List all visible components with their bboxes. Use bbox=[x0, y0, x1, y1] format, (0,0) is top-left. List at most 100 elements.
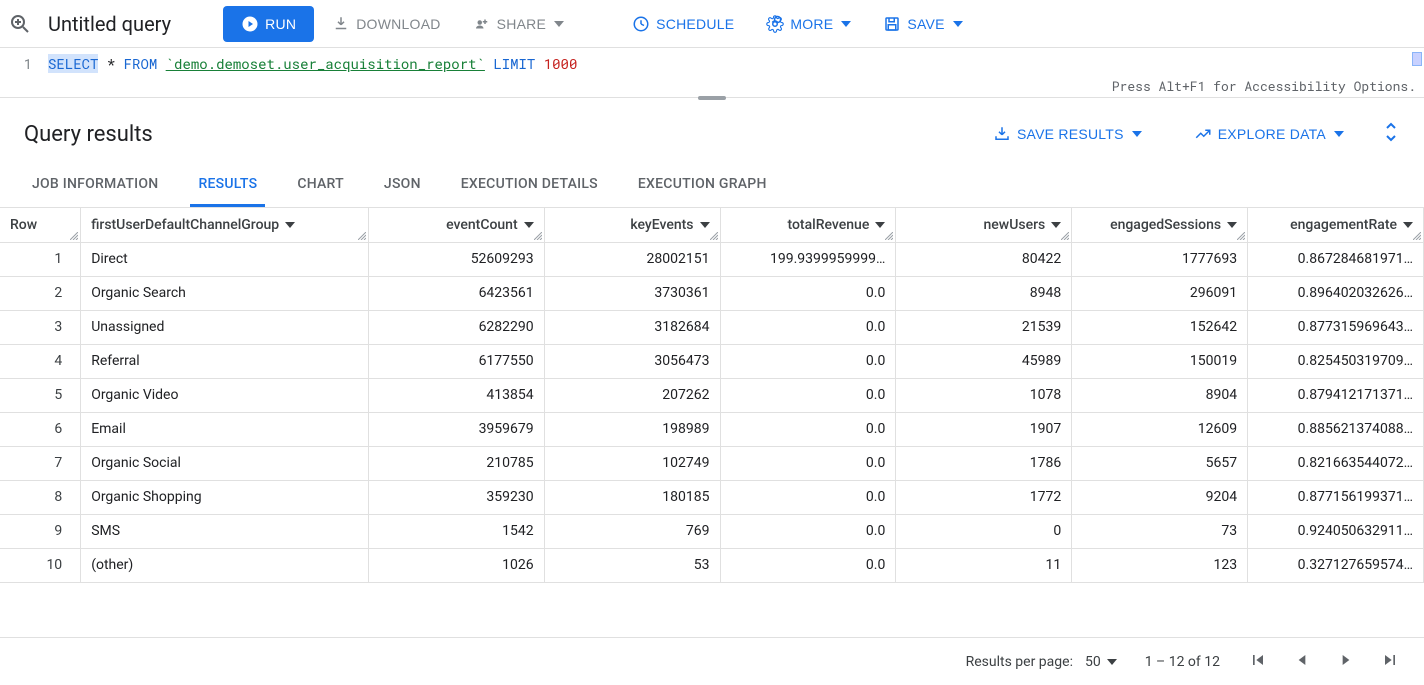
cell-totalrevenue: 0.0 bbox=[720, 344, 896, 378]
cell-keyevents: 3730361 bbox=[544, 276, 720, 310]
col-header-keyevents[interactable]: keyEvents bbox=[544, 208, 720, 242]
sort-icon[interactable] bbox=[285, 222, 295, 228]
table-row[interactable]: 9SMS15427690.00730.924050632911… bbox=[0, 514, 1424, 548]
page-size-select[interactable]: 50 bbox=[1085, 654, 1117, 670]
col-header-totalrevenue[interactable]: totalRevenue bbox=[720, 208, 896, 242]
cell-newusers: 1786 bbox=[896, 446, 1072, 480]
sql-code[interactable]: SELECT * FROM `demo.demoset.user_acquisi… bbox=[48, 54, 1424, 73]
col-header-channel[interactable]: firstUserDefaultChannelGroup bbox=[81, 208, 369, 242]
col-header-engagementrate[interactable]: engagementRate bbox=[1248, 208, 1424, 242]
tab-execution-graph[interactable]: EXECUTION GRAPH bbox=[630, 164, 775, 207]
chevron-down-icon bbox=[554, 21, 564, 27]
resize-handle-icon[interactable] bbox=[885, 232, 893, 240]
cell-engagedsessions: 5657 bbox=[1072, 446, 1248, 480]
more-button[interactable]: MORE bbox=[752, 6, 865, 42]
table-row[interactable]: 7Organic Social2107851027490.0178656570.… bbox=[0, 446, 1424, 480]
chevron-down-icon bbox=[1132, 131, 1142, 137]
cell-totalrevenue: 0.0 bbox=[720, 310, 896, 344]
resize-handle-icon[interactable] bbox=[1413, 232, 1421, 240]
resize-handle-icon[interactable] bbox=[1237, 232, 1245, 240]
cell-rownum: 3 bbox=[0, 310, 81, 344]
cell-eventcount: 6282290 bbox=[368, 310, 544, 344]
col-header-newusers[interactable]: newUsers bbox=[896, 208, 1072, 242]
table-row[interactable]: 5Organic Video4138542072620.0107889040.8… bbox=[0, 378, 1424, 412]
table-row[interactable]: 6Email39596791989890.01907126090.8856213… bbox=[0, 412, 1424, 446]
cell-channel: SMS bbox=[81, 514, 369, 548]
download-button-label: DOWNLOAD bbox=[356, 16, 440, 32]
cell-keyevents: 3182684 bbox=[544, 310, 720, 344]
first-page-button[interactable] bbox=[1248, 650, 1268, 674]
cell-keyevents: 198989 bbox=[544, 412, 720, 446]
cell-rownum: 5 bbox=[0, 378, 81, 412]
cell-engagementrate: 0.877315969643… bbox=[1248, 310, 1424, 344]
prev-page-button[interactable] bbox=[1292, 650, 1312, 674]
cell-newusers: 21539 bbox=[896, 310, 1072, 344]
table-row[interactable]: 2Organic Search642356137303610.089482960… bbox=[0, 276, 1424, 310]
next-page-button[interactable] bbox=[1336, 650, 1356, 674]
cell-totalrevenue: 0.0 bbox=[720, 378, 896, 412]
chevron-down-icon bbox=[953, 21, 963, 27]
line-number: 1 bbox=[0, 54, 48, 73]
table-row[interactable]: 1Direct5260929328002151199.9399959999…80… bbox=[0, 242, 1424, 276]
save-button[interactable]: SAVE bbox=[869, 6, 976, 42]
cell-totalrevenue: 199.9399959999… bbox=[720, 242, 896, 276]
results-grid[interactable]: Row firstUserDefaultChannelGroup eventCo… bbox=[0, 208, 1424, 596]
tab-chart[interactable]: CHART bbox=[289, 164, 352, 207]
cell-engagedsessions: 296091 bbox=[1072, 276, 1248, 310]
sort-icon[interactable] bbox=[875, 222, 885, 228]
tab-job-information[interactable]: JOB INFORMATION bbox=[24, 164, 166, 207]
explore-data-button[interactable]: EXPLORE DATA bbox=[1180, 116, 1358, 152]
resize-handle-icon[interactable] bbox=[534, 232, 542, 240]
expand-collapse-icon[interactable] bbox=[1382, 121, 1400, 147]
cell-keyevents: 769 bbox=[544, 514, 720, 548]
cell-engagedsessions: 152642 bbox=[1072, 310, 1248, 344]
cell-totalrevenue: 0.0 bbox=[720, 446, 896, 480]
sort-icon[interactable] bbox=[1403, 222, 1413, 228]
cell-eventcount: 1542 bbox=[368, 514, 544, 548]
cell-engagementrate: 0.896402032626… bbox=[1248, 276, 1424, 310]
share-button[interactable]: SHARE bbox=[459, 6, 578, 42]
cell-totalrevenue: 0.0 bbox=[720, 480, 896, 514]
explore-data-label: EXPLORE DATA bbox=[1218, 126, 1326, 142]
resize-handle-icon[interactable] bbox=[70, 232, 78, 240]
cell-newusers: 1772 bbox=[896, 480, 1072, 514]
sort-icon[interactable] bbox=[524, 222, 534, 228]
cell-keyevents: 207262 bbox=[544, 378, 720, 412]
cell-channel: Organic Search bbox=[81, 276, 369, 310]
sort-icon[interactable] bbox=[1051, 222, 1061, 228]
query-insight-icon[interactable] bbox=[8, 12, 32, 36]
save-results-button[interactable]: SAVE RESULTS bbox=[979, 116, 1156, 152]
cell-totalrevenue: 0.0 bbox=[720, 276, 896, 310]
cell-engagedsessions: 1777693 bbox=[1072, 242, 1248, 276]
tab-execution-details[interactable]: EXECUTION DETAILS bbox=[453, 164, 606, 207]
sort-icon[interactable] bbox=[1227, 222, 1237, 228]
cell-eventcount: 6177550 bbox=[368, 344, 544, 378]
resize-handle-icon[interactable] bbox=[358, 232, 366, 240]
tab-results[interactable]: RESULTS bbox=[190, 164, 265, 207]
cell-keyevents: 3056473 bbox=[544, 344, 720, 378]
resize-handle-icon[interactable] bbox=[1061, 232, 1069, 240]
chevron-down-icon bbox=[1334, 131, 1344, 137]
tab-json[interactable]: JSON bbox=[376, 164, 429, 207]
sort-icon[interactable] bbox=[700, 222, 710, 228]
cell-keyevents: 28002151 bbox=[544, 242, 720, 276]
col-header-row[interactable]: Row bbox=[0, 208, 81, 242]
cell-eventcount: 1026 bbox=[368, 548, 544, 582]
query-title[interactable]: Untitled query bbox=[48, 12, 171, 36]
sql-editor[interactable]: 1 SELECT * FROM `demo.demoset.user_acqui… bbox=[0, 48, 1424, 98]
table-row[interactable]: 8Organic Shopping3592301801850.017729204… bbox=[0, 480, 1424, 514]
col-header-eventcount[interactable]: eventCount bbox=[368, 208, 544, 242]
table-row[interactable]: 3Unassigned628229031826840.0215391526420… bbox=[0, 310, 1424, 344]
col-header-engagedsessions[interactable]: engagedSessions bbox=[1072, 208, 1248, 242]
cell-totalrevenue: 0.0 bbox=[720, 548, 896, 582]
table-row[interactable]: 10(other)1026530.0111230.327127659574… bbox=[0, 548, 1424, 582]
cell-channel: Referral bbox=[81, 344, 369, 378]
resize-handle-icon[interactable] bbox=[710, 232, 718, 240]
cell-keyevents: 102749 bbox=[544, 446, 720, 480]
schedule-button[interactable]: SCHEDULE bbox=[618, 6, 748, 42]
download-button[interactable]: DOWNLOAD bbox=[318, 6, 454, 42]
pane-resize-handle[interactable] bbox=[698, 96, 726, 100]
last-page-button[interactable] bbox=[1380, 650, 1400, 674]
run-button[interactable]: RUN bbox=[223, 6, 314, 42]
table-row[interactable]: 4Referral617755030564730.0459891500190.8… bbox=[0, 344, 1424, 378]
